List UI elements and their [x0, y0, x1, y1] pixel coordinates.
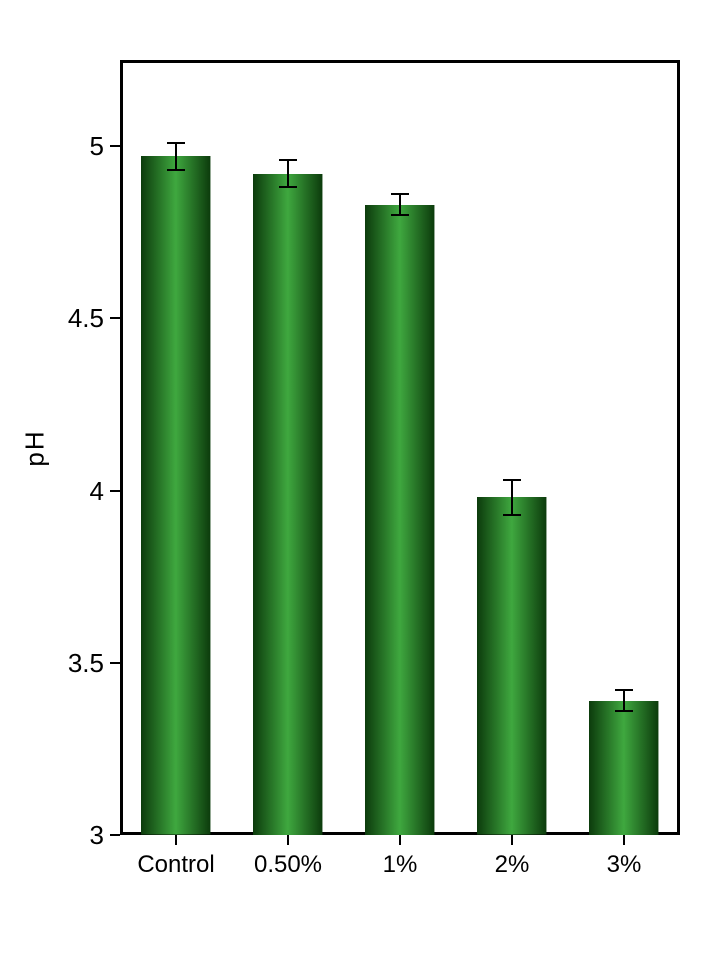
bar-fill — [365, 205, 434, 835]
x-tick-label: 3% — [607, 851, 642, 879]
error-bar-cap-bottom — [391, 214, 409, 216]
bar — [365, 205, 434, 835]
error-bar-cap-top — [279, 159, 297, 161]
x-tick-mark — [287, 835, 289, 845]
error-bar-cap-top — [391, 193, 409, 195]
bar — [477, 497, 546, 835]
x-tick-mark — [399, 835, 401, 845]
x-tick-mark — [511, 835, 513, 845]
y-tick-mark — [110, 145, 120, 147]
y-tick-label: 4.5 — [68, 303, 104, 334]
y-tick-mark — [110, 490, 120, 492]
bar-fill — [141, 156, 210, 835]
error-bar-cap-top — [503, 479, 521, 481]
bar — [141, 156, 210, 835]
error-bar-cap-top — [615, 689, 633, 691]
y-tick-label: 5 — [90, 131, 104, 162]
bar-fill — [477, 497, 546, 835]
y-tick-label: 3.5 — [68, 648, 104, 679]
error-bar-cap-top — [167, 142, 185, 144]
error-bar-cap-bottom — [279, 186, 297, 188]
error-bar-cap-bottom — [167, 169, 185, 171]
bar — [253, 174, 322, 835]
x-tick-label: Control — [137, 851, 214, 879]
y-tick-label: 3 — [90, 820, 104, 851]
error-bar-stem — [623, 690, 625, 711]
bar-fill — [253, 174, 322, 835]
x-tick-label: 1% — [383, 851, 418, 879]
error-bar-cap-bottom — [615, 710, 633, 712]
error-bar-cap-bottom — [503, 514, 521, 516]
error-bar-stem — [511, 480, 513, 514]
y-tick-label: 4 — [90, 476, 104, 507]
x-tick-label: 2% — [495, 851, 530, 879]
chart-canvas: pH 3 3.5 4 4.5 5 Control 0.50% 1% 2% 3% — [0, 0, 720, 960]
error-bar-stem — [287, 160, 289, 188]
y-tick-mark — [110, 834, 120, 836]
bar — [589, 701, 658, 835]
error-bar-stem — [175, 143, 177, 171]
y-tick-mark — [110, 317, 120, 319]
x-tick-mark — [623, 835, 625, 845]
error-bar-stem — [399, 194, 401, 215]
y-tick-mark — [110, 662, 120, 664]
y-axis-label: pH — [20, 429, 51, 466]
x-tick-label: 0.50% — [254, 851, 322, 879]
bar-fill — [589, 701, 658, 835]
x-tick-mark — [175, 835, 177, 845]
